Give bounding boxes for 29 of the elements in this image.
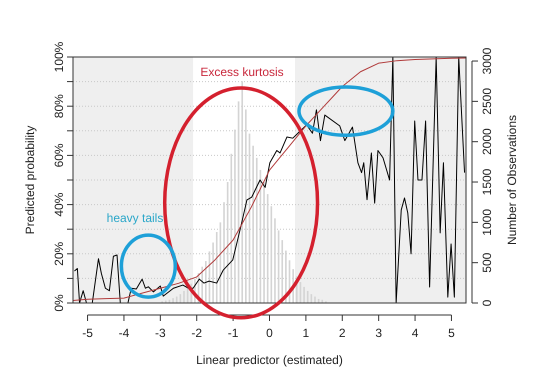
y2-tick-label: 2000 [480, 128, 494, 156]
x-tick-label: -5 [82, 326, 94, 340]
x-tick-label: -1 [228, 326, 239, 340]
x-tick-label: -4 [118, 326, 130, 340]
x-tick-label: 1 [302, 326, 310, 340]
x-tick-label: -3 [154, 326, 166, 340]
y-tick-label: 40% [52, 192, 66, 217]
annotation: heavy tails [106, 211, 164, 225]
y2-tick-label: 500 [480, 252, 494, 273]
y-tick-label: 80% [52, 94, 66, 118]
x-axis-title: Linear predictor (estimated) [196, 353, 343, 367]
y-tick-label: 60% [52, 143, 66, 168]
y2-axis-title: Number of Observations [505, 114, 519, 246]
y2-tick-label: 2500 [480, 88, 494, 115]
annotation: Excess kurtosis [200, 65, 284, 79]
x-tick-label: 3 [375, 326, 382, 340]
y-tick-label: 100% [52, 41, 66, 72]
y-tick-label: 0% [52, 294, 66, 312]
x-tick-label: -2 [191, 326, 202, 340]
y2-tick-label: 3000 [480, 47, 494, 74]
y2-tick-label: 1000 [480, 208, 494, 236]
x-tick-label: 5 [448, 326, 456, 340]
x-tick-label: 0 [266, 326, 274, 340]
x-tick-label: 2 [338, 326, 346, 340]
y-axis-title: Predicted probability [23, 126, 37, 234]
y2-tick-label: 1500 [480, 168, 494, 196]
x-tick-label: 4 [412, 326, 419, 340]
y-tick-label: 20% [52, 241, 66, 266]
y2-tick-label: 0 [480, 299, 494, 306]
